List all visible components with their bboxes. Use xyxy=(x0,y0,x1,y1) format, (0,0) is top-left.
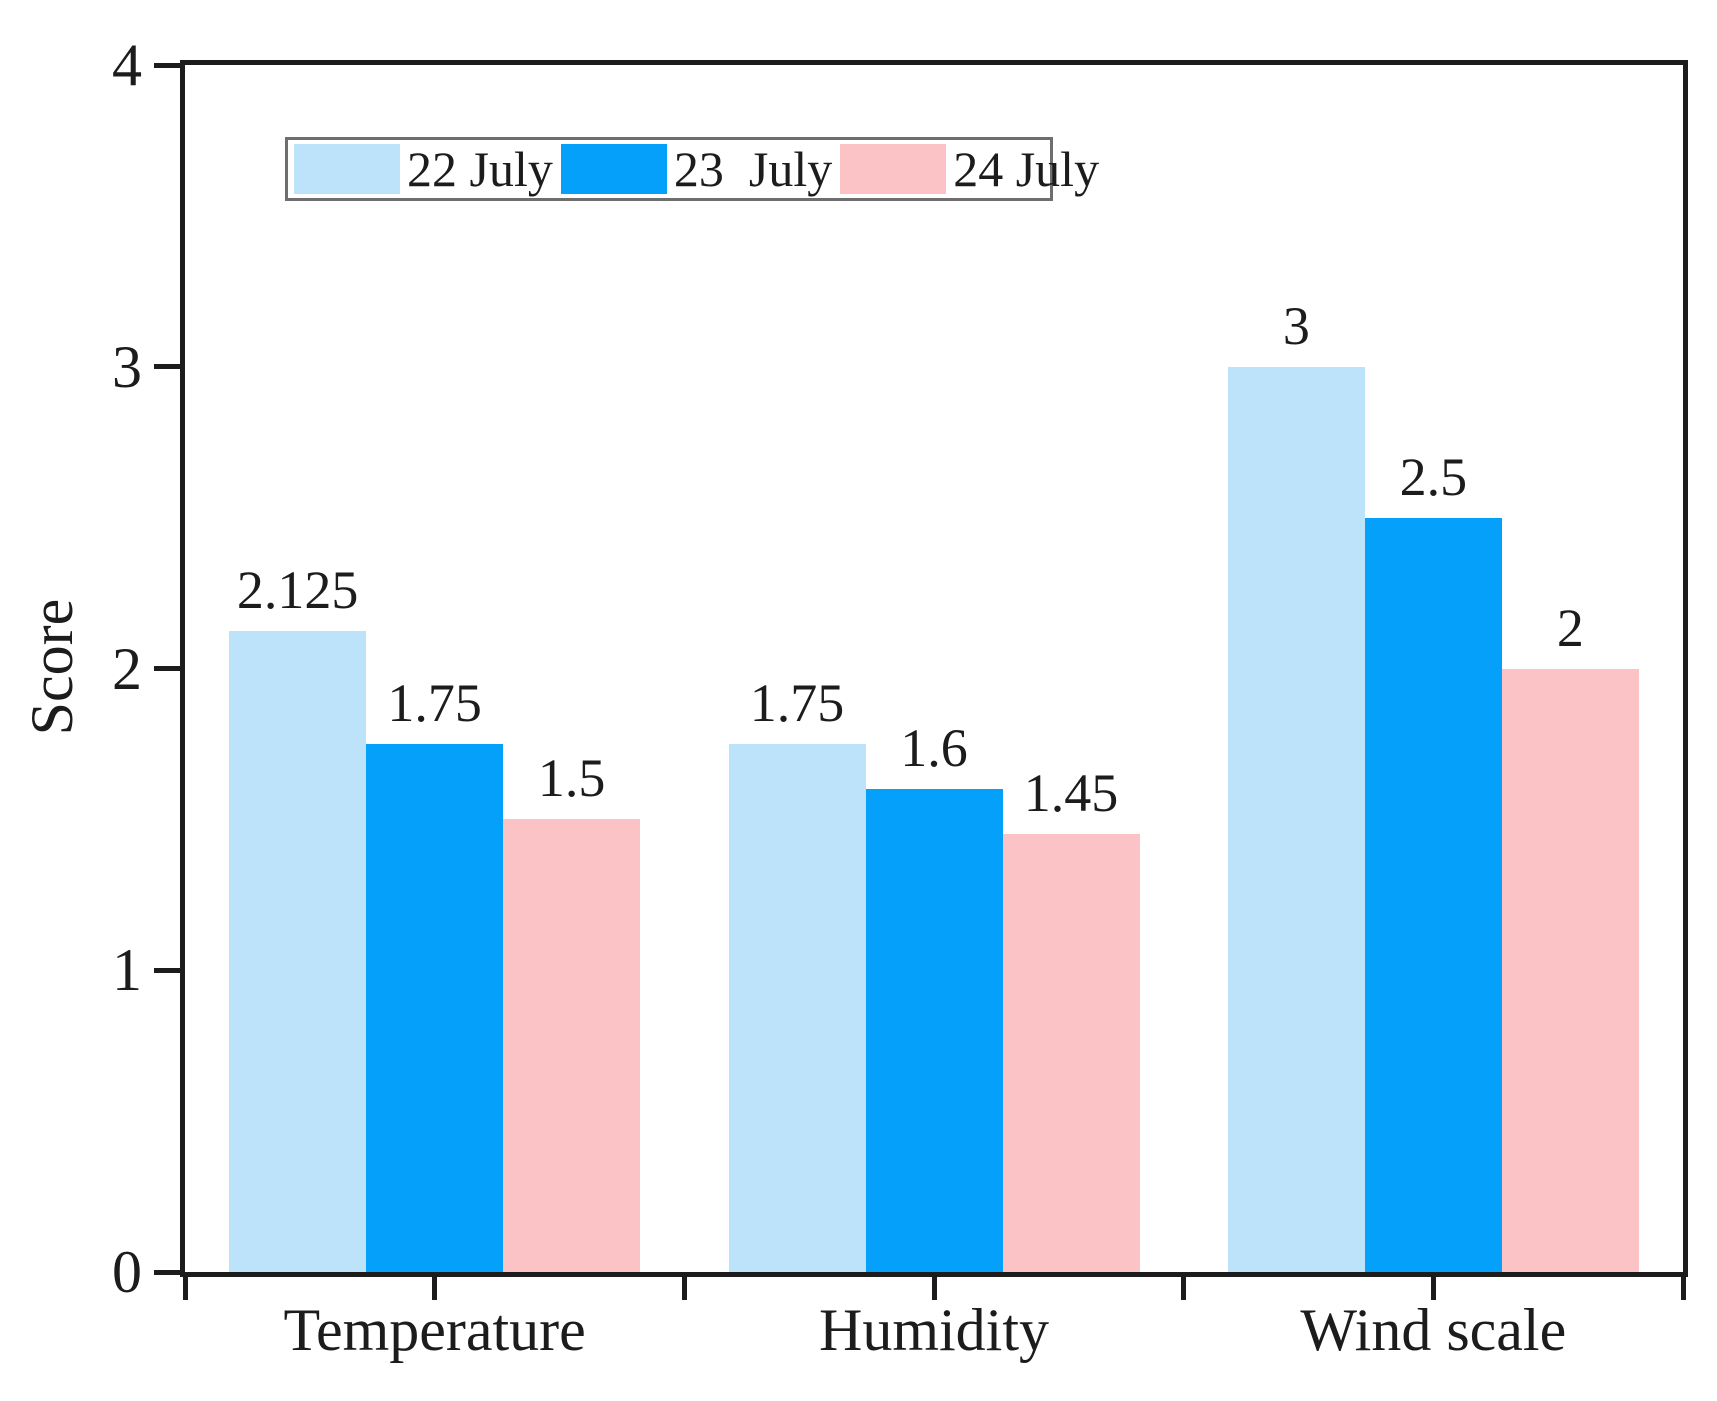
value-label-22-july-humidity: 1.75 xyxy=(749,672,845,733)
y-tick-1 xyxy=(154,967,180,973)
value-label-24-july-humidity: 1.45 xyxy=(1023,763,1119,824)
legend-label-23-july: 23 July xyxy=(673,141,833,197)
x-tick-1 xyxy=(432,1272,438,1300)
y-tick-label-1: 1 xyxy=(112,937,142,1004)
bars-layer: 2.125 1.75 3 1.75 1.6 2.5 1.5 1.45 2 xyxy=(185,65,1683,1272)
x-tick-3 xyxy=(931,1272,937,1300)
y-tick-label-4: 4 xyxy=(112,32,142,98)
y-tick-label-2: 2 xyxy=(112,635,142,702)
value-label-23-july-temperature: 1.75 xyxy=(387,672,482,733)
x-tick-2 xyxy=(681,1272,687,1300)
x-tick-6 xyxy=(1680,1272,1686,1300)
bar-24-july-humidity xyxy=(1002,834,1140,1272)
bar-23-july-wind-scale xyxy=(1364,517,1502,1272)
legend-entry-22-july: 22 July xyxy=(294,143,561,195)
legend-entry-24-july: 24 July xyxy=(840,143,1107,195)
x-tick-4 xyxy=(1181,1272,1187,1300)
bar-23-july-temperature xyxy=(366,743,504,1272)
x-tick-5 xyxy=(1430,1272,1436,1300)
y-tick-2 xyxy=(154,666,180,671)
bar-24-july-temperature xyxy=(503,819,641,1272)
bar-22-july-humidity xyxy=(728,743,866,1272)
bar-22-july-temperature xyxy=(229,630,367,1272)
plot-area: 2.125 1.75 3 1.75 1.6 2.5 1.5 1.45 2 22 July 23 … xyxy=(180,60,1688,1277)
value-label-22-july-temperature: 2.125 xyxy=(236,559,359,620)
value-label-23-july-humidity: 1.6 xyxy=(900,718,968,779)
value-label-24-july-temperature: 1.5 xyxy=(537,748,606,809)
legend: 22 July 23 July 24 July xyxy=(285,137,1099,201)
y-tick-label-0: 0 xyxy=(112,1239,142,1305)
legend-swatch-22-july xyxy=(294,144,400,194)
x-category-label-humidity: Humidity xyxy=(818,1297,1049,1363)
value-label-22-july-wind-scale: 3 xyxy=(1282,295,1310,356)
bar-22-july-wind-scale xyxy=(1227,366,1365,1272)
x-category-label-wind-scale: Wind scale xyxy=(1300,1297,1567,1363)
legend-swatch-23-july xyxy=(560,144,667,194)
x-tick-0 xyxy=(182,1272,188,1300)
y-tick-3 xyxy=(154,364,180,370)
legend-label-22-july: 22 July xyxy=(407,141,553,197)
value-label-23-july-wind-scale: 2.5 xyxy=(1399,446,1468,507)
value-label-24-july-wind-scale: 2 xyxy=(1556,597,1584,658)
y-tick-label-3: 3 xyxy=(112,333,142,400)
x-category-label-temperature: Temperature xyxy=(283,1297,586,1363)
y-tick-0 xyxy=(154,1269,180,1275)
y-tick-4 xyxy=(154,62,180,68)
bar-24-july-wind-scale xyxy=(1501,668,1639,1272)
legend-entry-23-july: 23 July xyxy=(560,141,840,197)
legend-swatch-24-july xyxy=(840,144,947,194)
bar-23-july-humidity xyxy=(865,789,1003,1272)
legend-label-24-july: 24 July xyxy=(953,141,1100,197)
